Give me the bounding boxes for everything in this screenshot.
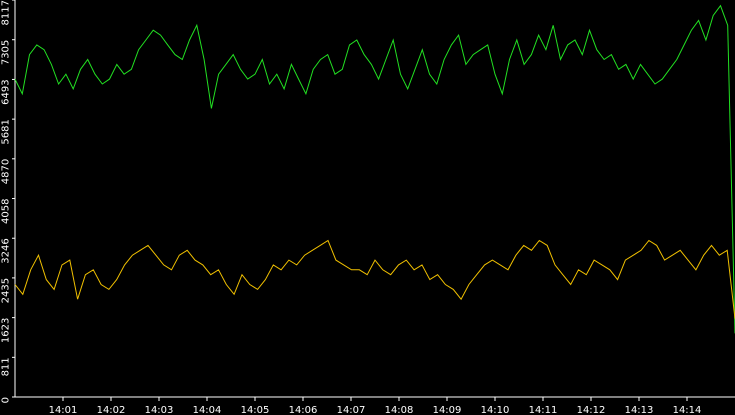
y-tick-label: 0: [0, 397, 11, 403]
y-tick-label: 5681: [0, 119, 11, 144]
y-tick-label: 4058: [0, 199, 11, 224]
y-tick-label: 6493: [0, 79, 11, 104]
x-tick-label: 14:07: [337, 405, 366, 415]
series-line: [14, 239, 735, 319]
x-tick-label: 14:05: [241, 405, 270, 415]
x-tick-label: 14:12: [577, 405, 606, 415]
x-tick-label: 14:09: [433, 405, 462, 415]
y-tick-label: 3246: [0, 238, 11, 263]
x-tick-label: 14:06: [289, 405, 318, 415]
x-tick-label: 14:14: [673, 405, 702, 415]
x-tick-label: 14:10: [481, 405, 510, 415]
y-tick-label: 7305: [0, 40, 11, 65]
x-tick-label: 14:11: [529, 405, 558, 415]
y-tick-label: 811: [0, 357, 11, 376]
x-tick-label: 14:13: [625, 405, 654, 415]
y-tick-label: 4870: [0, 159, 11, 184]
x-tick-label: 14:03: [145, 405, 174, 415]
x-tick-label: 14:08: [385, 405, 414, 415]
y-tick-label: 1623: [0, 318, 11, 343]
x-tick-label: 14:02: [97, 405, 126, 415]
y-tick-label: 8117: [0, 0, 11, 25]
x-tick-label: 14:01: [49, 405, 78, 415]
y-tick-label: 2435: [0, 278, 11, 303]
x-tick-label: 14:04: [193, 405, 222, 415]
series-line: [14, 4, 735, 334]
